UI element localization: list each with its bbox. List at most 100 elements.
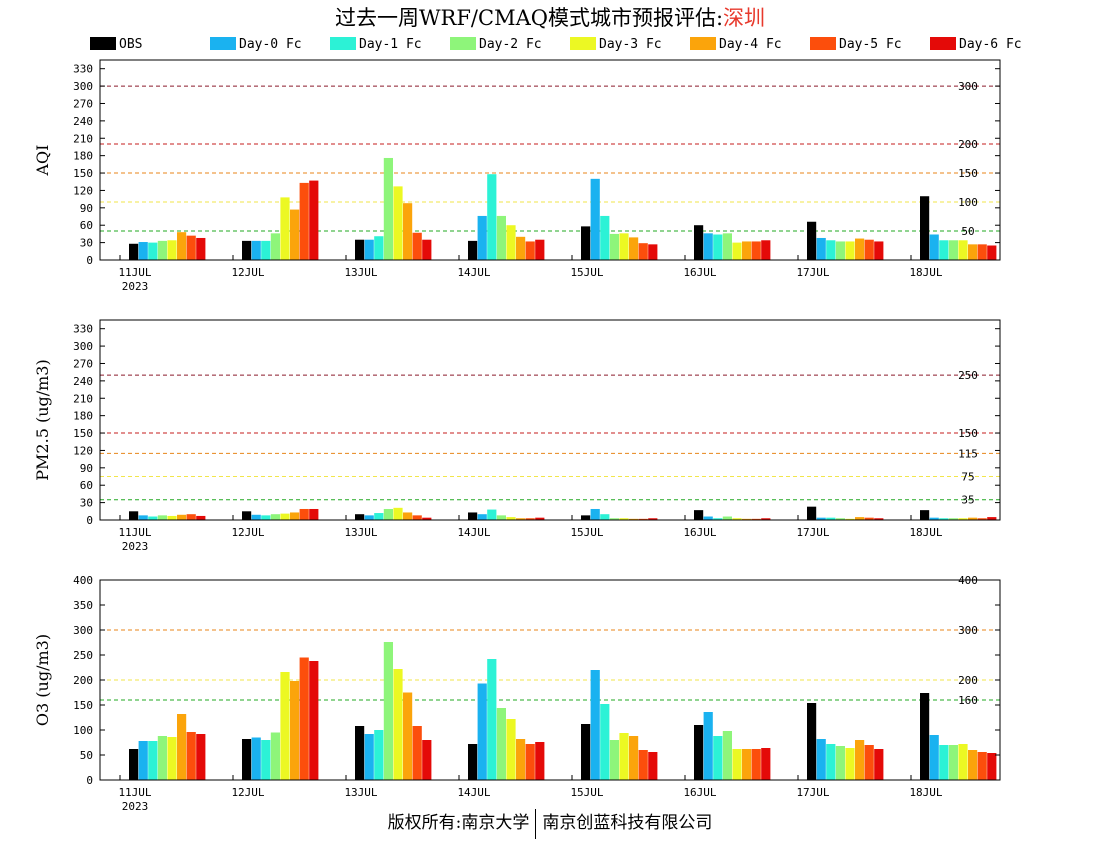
bar-13JUL-7 xyxy=(422,239,432,260)
bar-17JUL-3 xyxy=(835,746,845,780)
x-tick-label: 13JUL xyxy=(344,786,377,799)
bar-15JUL-3 xyxy=(609,518,619,520)
y-tick-label: 90 xyxy=(80,462,93,475)
bar-15JUL-1 xyxy=(590,178,600,260)
bar-12JUL-1 xyxy=(251,514,261,520)
legend-swatch-6 xyxy=(810,37,836,50)
legend-swatch-4 xyxy=(570,37,596,50)
bar-13JUL-5 xyxy=(403,692,413,780)
bar-18JUL-7 xyxy=(987,245,997,260)
reference-label-50: 50 xyxy=(961,225,974,238)
x-tick-label: 17JUL xyxy=(796,786,829,799)
legend-swatch-2 xyxy=(330,37,356,50)
bar-16JUL-1 xyxy=(703,516,713,520)
y-tick-label: 200 xyxy=(73,674,93,687)
legend-swatch-7 xyxy=(930,37,956,50)
x-tick-label: 14JUL xyxy=(457,786,490,799)
bar-11JUL-5 xyxy=(177,714,187,780)
plot-frame xyxy=(99,319,1001,521)
bar-15JUL-2 xyxy=(600,215,610,260)
y-tick-label: 0 xyxy=(86,514,93,527)
bar-15JUL-3 xyxy=(609,233,619,260)
x-tick-label: 11JUL xyxy=(118,786,151,799)
bar-12JUL-2 xyxy=(261,740,271,780)
bar-14JUL-0 xyxy=(468,512,478,520)
y-axis-label: O3 (ug/m3) xyxy=(33,634,52,726)
bar-15JUL-0 xyxy=(581,515,591,520)
bar-13JUL-6 xyxy=(412,232,422,260)
bar-13JUL-6 xyxy=(412,515,422,520)
bar-17JUL-3 xyxy=(835,518,845,520)
x-tick-label: 15JUL xyxy=(570,266,603,279)
bar-15JUL-3 xyxy=(609,740,619,780)
bar-17JUL-4 xyxy=(845,241,855,260)
bar-12JUL-6 xyxy=(299,657,309,780)
bar-16JUL-3 xyxy=(722,233,732,260)
x-year-label: 2023 xyxy=(122,540,149,553)
bar-12JUL-7 xyxy=(309,180,319,260)
bar-15JUL-4 xyxy=(619,733,629,780)
bar-16JUL-1 xyxy=(703,233,713,260)
bar-11JUL-3 xyxy=(157,736,167,780)
bar-14JUL-4 xyxy=(506,225,516,260)
bar-11JUL-2 xyxy=(148,741,158,780)
y-tick-label: 270 xyxy=(73,357,93,370)
plot-frame xyxy=(99,59,1001,261)
bar-12JUL-3 xyxy=(270,514,280,520)
bar-14JUL-3 xyxy=(496,515,506,520)
bar-13JUL-4 xyxy=(393,186,403,260)
bar-16JUL-4 xyxy=(732,749,742,780)
bar-13JUL-2 xyxy=(374,513,384,520)
legend-label-0: OBS xyxy=(119,37,142,52)
legend-label-3: Day-2 Fc xyxy=(479,37,542,52)
y-tick-label: 30 xyxy=(80,237,93,250)
reference-label-100: 100 xyxy=(958,196,978,209)
bar-18JUL-1 xyxy=(929,517,939,520)
bar-15JUL-7 xyxy=(648,518,658,520)
bar-11JUL-6 xyxy=(186,235,196,260)
bar-16JUL-5 xyxy=(742,749,752,780)
reference-label-75: 75 xyxy=(961,471,974,484)
y-tick-label: 330 xyxy=(73,323,93,336)
bar-16JUL-0 xyxy=(694,510,704,520)
bar-17JUL-2 xyxy=(826,240,836,260)
legend-swatch-1 xyxy=(210,37,236,50)
bar-18JUL-3 xyxy=(948,240,958,260)
bar-12JUL-2 xyxy=(261,515,271,520)
y-tick-label: 180 xyxy=(73,150,93,163)
x-tick-label: 18JUL xyxy=(909,526,942,539)
bar-14JUL-0 xyxy=(468,240,478,260)
bar-14JUL-7 xyxy=(535,742,545,780)
x-tick-label: 17JUL xyxy=(796,526,829,539)
bar-14JUL-1 xyxy=(477,514,487,520)
legend-label-7: Day-6 Fc xyxy=(959,37,1022,52)
bar-14JUL-6 xyxy=(525,744,535,780)
bar-16JUL-7 xyxy=(761,748,771,780)
y-tick-label: 270 xyxy=(73,97,93,110)
bar-13JUL-3 xyxy=(383,642,393,780)
y-tick-label: 300 xyxy=(73,80,93,93)
bar-12JUL-5 xyxy=(290,209,300,260)
y-tick-label: 180 xyxy=(73,410,93,423)
bar-14JUL-2 xyxy=(487,509,497,520)
y-tick-label: 0 xyxy=(86,774,93,787)
bar-16JUL-6 xyxy=(751,241,761,260)
bar-15JUL-7 xyxy=(648,244,658,260)
bar-15JUL-1 xyxy=(590,670,600,780)
x-tick-label: 15JUL xyxy=(570,786,603,799)
y-tick-label: 0 xyxy=(86,254,93,267)
bar-11JUL-6 xyxy=(186,732,196,780)
bar-13JUL-0 xyxy=(355,514,365,520)
bar-18JUL-6 xyxy=(977,518,987,520)
y-tick-label: 150 xyxy=(73,167,93,180)
chart-title: 过去一周WRF/CMAQ模式城市预报评估:深圳 xyxy=(0,2,1100,32)
y-tick-label: 150 xyxy=(73,699,93,712)
bar-11JUL-0 xyxy=(129,243,139,260)
legend-label-5: Day-4 Fc xyxy=(719,37,782,52)
bar-18JUL-4 xyxy=(958,240,968,260)
bar-13JUL-5 xyxy=(403,512,413,520)
bar-14JUL-6 xyxy=(525,518,535,520)
bar-11JUL-1 xyxy=(138,242,148,260)
bar-17JUL-4 xyxy=(845,748,855,780)
bar-16JUL-3 xyxy=(722,731,732,780)
